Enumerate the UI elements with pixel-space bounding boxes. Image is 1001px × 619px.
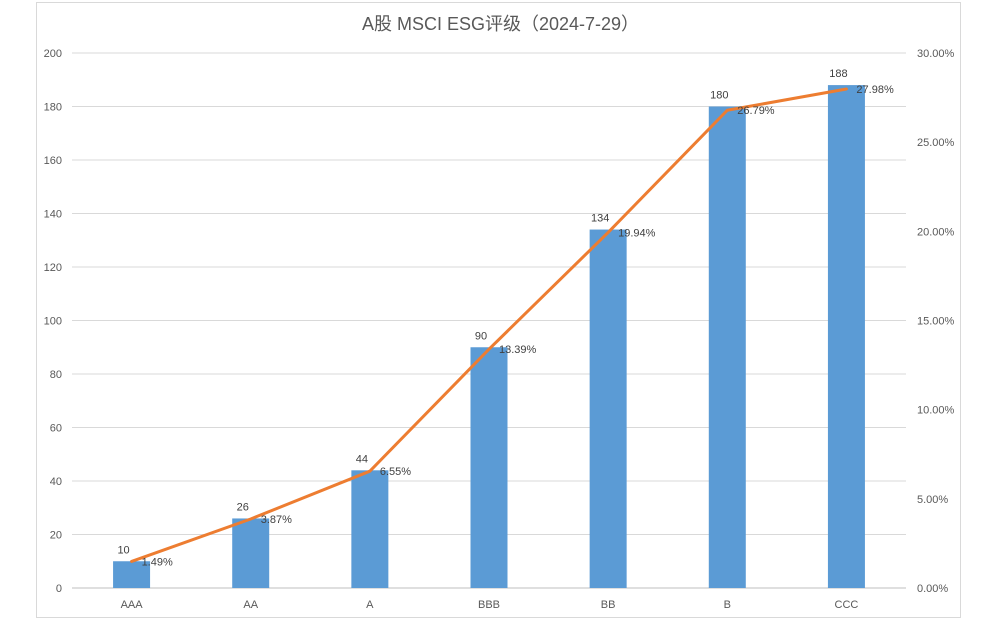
line-data-label: 26.79% [737,105,775,117]
y-tick-label: 20 [50,530,62,542]
bar [470,347,508,588]
bar [827,85,865,588]
y2-tick-label: 20.00% [917,226,955,238]
y2-tick-label: 30.00% [917,48,955,60]
y-tick-label: 40 [50,476,62,488]
y-tick-label: 0 [56,583,62,595]
line-data-label: 19.94% [618,227,656,239]
x-tick-label: AAA [121,599,144,611]
y-tick-label: 200 [44,48,62,60]
bar [113,561,151,588]
bar-data-label: 44 [356,453,368,465]
x-tick-label: BB [601,599,616,611]
line-data-label: 13.39% [499,344,537,356]
bar [232,518,270,588]
bar [351,470,389,588]
y-tick-label: 180 [44,102,62,114]
x-tick-label: B [724,599,731,611]
y-tick-label: 80 [50,369,62,381]
bar-data-label: 134 [591,213,609,225]
y-tick-label: 160 [44,155,62,167]
bar-data-label: 26 [237,501,249,513]
line-data-label: 1.49% [142,556,173,568]
y2-tick-label: 5.00% [917,494,948,506]
y2-tick-label: 25.00% [917,137,955,149]
bar [589,229,627,589]
bar-data-label: 90 [475,330,487,342]
chart-title: A股 MSCI ESG评级（2024-7-29） [361,14,640,34]
y2-tick-label: 10.00% [917,405,955,417]
x-tick-label: A [366,599,374,611]
y2-tick-label: 15.00% [917,316,955,328]
x-tick-label: CCC [835,599,859,611]
bar [708,106,746,588]
y-tick-label: 140 [44,209,62,221]
bar-data-label: 10 [117,544,129,556]
line-data-label: 6.55% [380,466,411,478]
bar-data-label: 188 [829,68,847,80]
y-tick-label: 100 [44,316,62,328]
line-data-label: 27.98% [856,84,894,96]
y-tick-label: 120 [44,262,62,274]
line-data-label: 3.87% [261,514,292,526]
line-series [130,87,848,563]
y-tick-label: 60 [50,423,62,435]
x-tick-label: AA [243,599,258,611]
bar-data-label: 180 [710,90,728,102]
x-tick-label: BBB [478,599,500,611]
y2-tick-label: 0.00% [917,583,948,595]
